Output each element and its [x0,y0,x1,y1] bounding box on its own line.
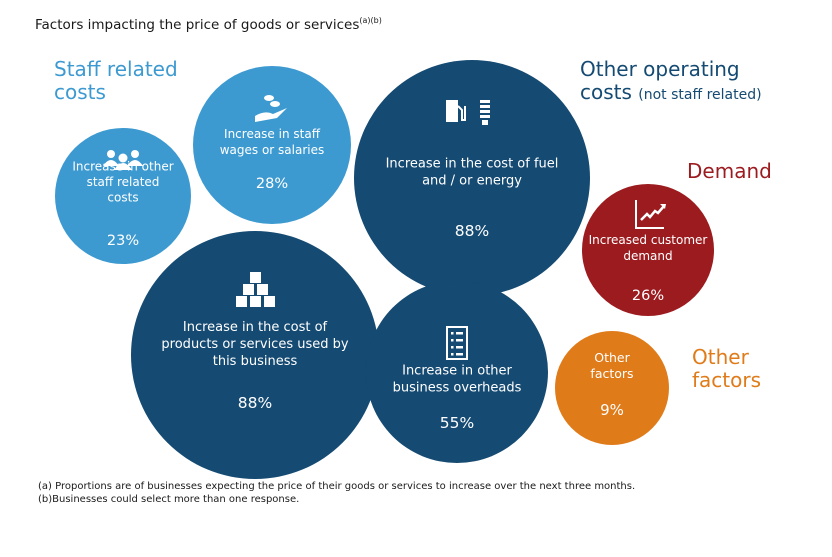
bubble-label: Increase in staff [224,127,321,141]
bubble-value: 9% [600,401,624,419]
title-text: Factors impacting the price of goods or … [35,17,360,33]
bubble-4: Increase in the cost of products or servi… [131,231,379,479]
bubble-label: factors [590,366,633,381]
bubble-label: business overheads [393,380,522,395]
rising-chart-icon [635,200,666,229]
bubble-value: 55% [440,414,474,432]
bubble-value: 88% [238,394,272,412]
group-label-other: Other factors [692,345,762,392]
bubble-circle [131,231,379,479]
bubble-6: Increased customer demand 26% [582,184,714,316]
bubble-value: 26% [632,288,664,304]
title-footnote-marks: (a)(b) [359,16,382,25]
bubble-label: Increased customer [589,233,708,247]
bubble-circle [193,66,351,224]
chart-title: Factors impacting the price of goods or … [35,16,382,33]
bubble-value: 23% [107,233,139,249]
bubble-2: Increase in staff wages or salaries 28% [193,66,351,224]
bubble-1: Increase in other staff related costs 23% [55,128,191,264]
footnote-b: (b)Businesses could select more than one… [38,494,300,505]
people-icon [103,150,143,170]
bubble-label: products or services used by [161,337,348,352]
bubble-circle [582,184,714,316]
bubble-label: staff related [87,175,160,189]
hand-coins-icon [255,95,287,122]
bubble-value: 88% [455,222,489,240]
bubble-label: this business [213,354,298,369]
group-label-operating-main: Other operating costs [580,57,740,104]
boxes-icon [236,272,275,307]
bubble-label: Increase in the cost of fuel [386,157,559,172]
checklist-icon [446,326,468,360]
bubble-label: demand [623,249,672,263]
group-label-operating-sub: (not staff related) [638,87,762,103]
bubble-label: costs [107,191,138,205]
bubble-circle [555,331,669,445]
bubble-label: Increase in other [72,159,173,173]
bubble-circle [55,128,191,264]
bubble-label: wages or salaries [220,143,325,157]
fuel-bulb-icon [446,100,490,125]
footnote-a: (a) Proportions are of businesses expect… [38,481,636,492]
bubble-circle [354,60,590,296]
bubble-label: Other [594,350,630,365]
bubble-label: and / or energy [422,173,522,188]
bubble-value: 28% [256,176,288,192]
bubble-label: Increase in other [402,364,512,379]
bubble-circle [366,281,548,463]
group-label-demand: Demand [687,159,772,183]
group-label-staff: Staff related costs [54,57,178,104]
footnotes: (a) Proportions are of businesses expect… [38,480,635,506]
group-label-operating: Other operating costs (not staff related… [580,58,780,104]
bubble-label: Increase in the cost of [183,320,328,335]
